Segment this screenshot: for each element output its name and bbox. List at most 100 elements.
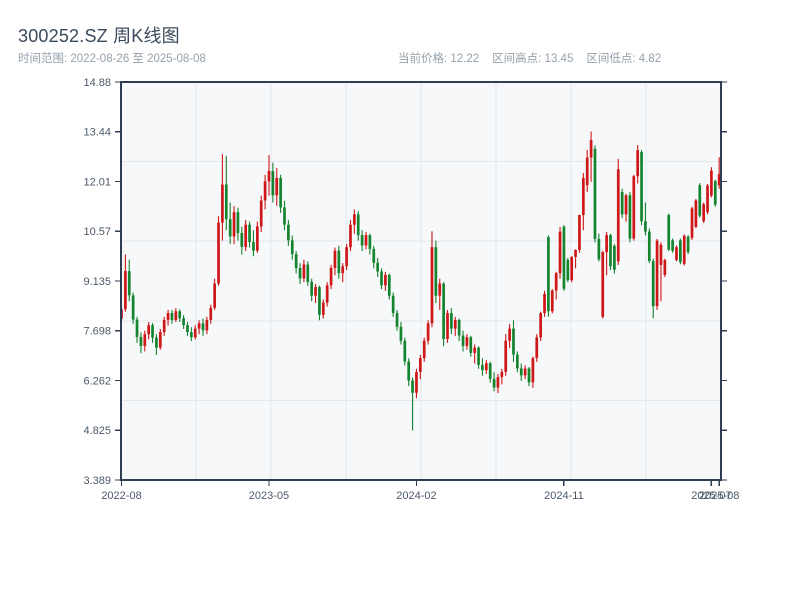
candle xyxy=(193,328,197,338)
candle xyxy=(182,318,185,326)
stat-2: 区间低点: 4.82 xyxy=(586,53,662,65)
candle xyxy=(500,371,504,378)
candle xyxy=(384,274,387,286)
candle xyxy=(306,264,310,282)
candle xyxy=(550,290,554,312)
candle xyxy=(492,378,496,388)
candle xyxy=(415,371,418,393)
candle xyxy=(395,313,399,327)
y-tick-label: 6.262 xyxy=(83,375,111,387)
x-tick-label: 2024-11 xyxy=(544,490,584,502)
candle xyxy=(430,247,434,324)
candle xyxy=(380,271,383,286)
candle xyxy=(578,215,581,250)
candle xyxy=(387,274,391,296)
candle xyxy=(318,287,321,315)
candle xyxy=(601,252,605,317)
candle xyxy=(287,224,290,241)
y-tick-label: 14.88 xyxy=(83,77,111,89)
candle xyxy=(686,236,690,253)
stat-1: 区间高点: 13.45 xyxy=(492,53,574,65)
candle xyxy=(671,240,674,251)
candle xyxy=(314,287,317,296)
candle xyxy=(667,215,671,250)
candle xyxy=(333,250,337,268)
candle xyxy=(632,176,636,239)
candle xyxy=(236,212,240,234)
candle xyxy=(221,184,224,223)
candle xyxy=(477,347,480,365)
candle xyxy=(690,208,694,238)
candle xyxy=(434,247,438,296)
candle xyxy=(252,242,255,251)
candle xyxy=(201,323,205,331)
candle xyxy=(310,281,314,296)
candle xyxy=(353,214,356,225)
candle xyxy=(698,185,702,216)
candle xyxy=(504,340,508,372)
candle xyxy=(574,249,577,257)
candle xyxy=(609,235,612,267)
candle xyxy=(178,311,182,319)
candle xyxy=(675,247,678,261)
price-stats: 当前价格: 12.22 区间高点: 13.45 区间低点: 4.82 xyxy=(398,50,661,66)
time-range-label: 时间范围: 2022-08-26 至 2025-08-08 xyxy=(18,53,206,65)
candle xyxy=(259,200,263,227)
candle xyxy=(147,325,151,335)
candle xyxy=(543,293,546,314)
candle xyxy=(446,313,449,339)
candle xyxy=(516,354,519,369)
candle xyxy=(158,332,162,348)
candle xyxy=(512,328,515,355)
candle xyxy=(403,340,407,362)
candle xyxy=(438,283,442,296)
candle xyxy=(368,235,372,249)
candle xyxy=(644,221,647,232)
candle xyxy=(457,319,461,336)
x-tick-label: 2023-05 xyxy=(249,490,289,502)
x-tick-label: 2022-08 xyxy=(101,490,141,502)
x-tick-label: 2024-02 xyxy=(396,490,436,502)
candle xyxy=(636,150,640,177)
candle xyxy=(232,212,236,237)
candle xyxy=(345,247,348,267)
candle xyxy=(170,313,174,320)
candle xyxy=(279,177,282,208)
x-tick-label: 2025-07 xyxy=(691,490,731,502)
candle xyxy=(376,262,379,272)
candle xyxy=(174,311,178,320)
candle xyxy=(628,195,632,239)
candle xyxy=(523,368,527,376)
candle-wick xyxy=(644,202,646,236)
candle xyxy=(581,177,585,216)
page-title: 300252.SZ 周K线图 xyxy=(18,26,180,46)
candle xyxy=(155,337,158,348)
candle xyxy=(356,214,360,236)
candle xyxy=(364,235,368,246)
candle xyxy=(166,313,170,320)
candle xyxy=(190,332,193,338)
candle xyxy=(585,157,589,186)
candle xyxy=(547,237,550,312)
candle xyxy=(321,302,325,315)
y-tick-label: 13.44 xyxy=(83,127,111,139)
candle xyxy=(399,326,403,341)
y-tick-label: 3.389 xyxy=(83,475,111,487)
candle xyxy=(519,368,523,376)
candle xyxy=(139,336,143,346)
candle xyxy=(531,358,535,383)
candle xyxy=(566,260,570,281)
candle xyxy=(535,337,539,359)
candle xyxy=(613,245,616,270)
candle xyxy=(461,335,465,346)
candle xyxy=(418,358,422,372)
candle xyxy=(240,233,244,247)
candle xyxy=(453,319,457,329)
candle xyxy=(713,181,717,205)
candle xyxy=(488,363,492,379)
candle xyxy=(391,295,395,314)
candle xyxy=(508,328,511,341)
candle xyxy=(360,235,364,246)
candle xyxy=(224,184,228,220)
